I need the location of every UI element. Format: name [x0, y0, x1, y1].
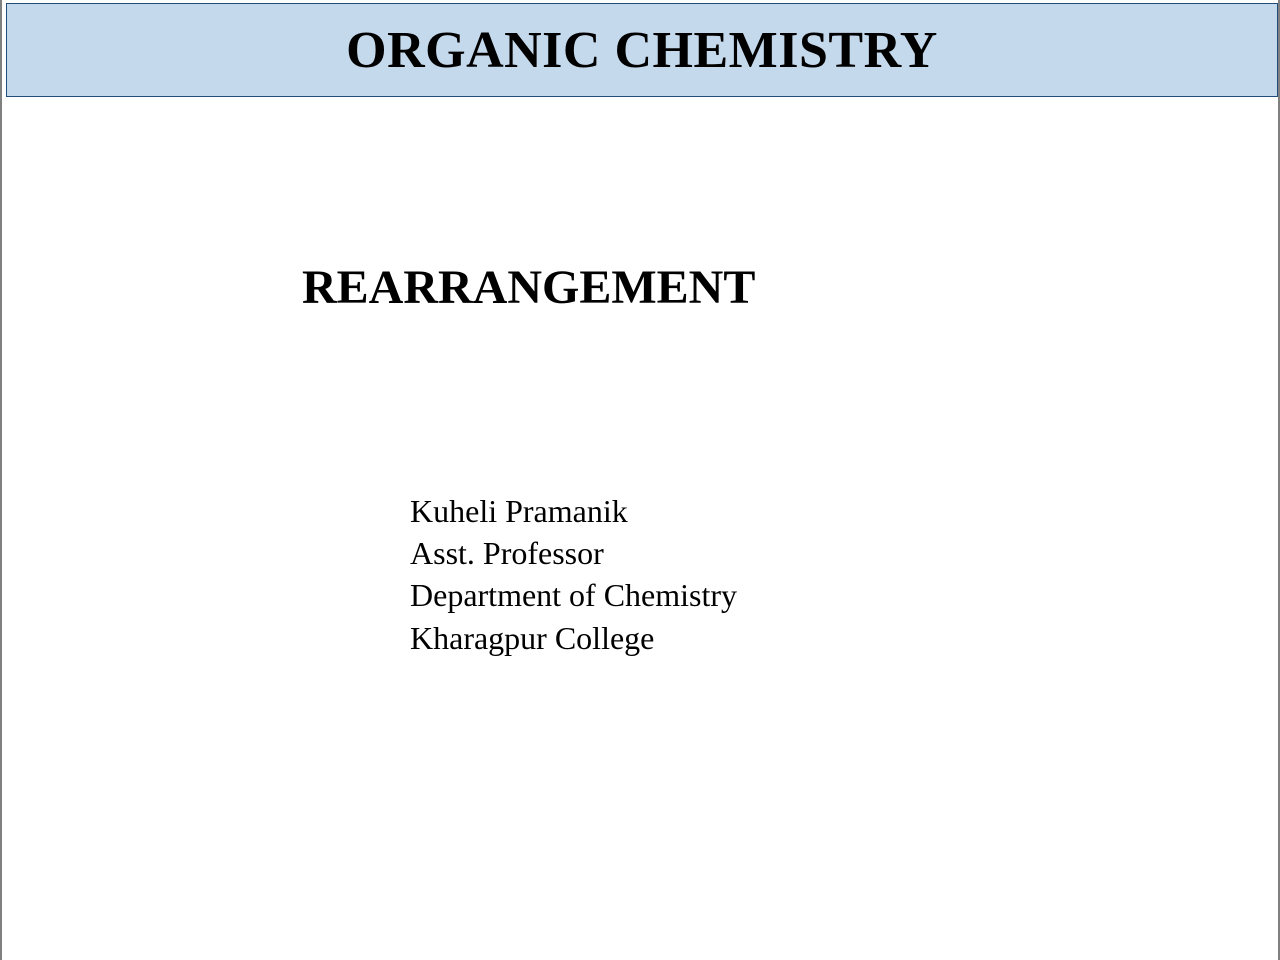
author-institution: Kharagpur College	[410, 617, 737, 659]
author-position: Asst. Professor	[410, 532, 737, 574]
author-name: Kuheli Pramanik	[410, 490, 737, 532]
header-title: ORGANIC CHEMISTRY	[346, 21, 938, 80]
header-banner: ORGANIC CHEMISTRY	[6, 3, 1278, 97]
author-department: Department of Chemistry	[410, 574, 737, 616]
slide-container: ORGANIC CHEMISTRY REARRANGEMENT Kuheli P…	[0, 0, 1280, 960]
author-block: Kuheli Pramanik Asst. Professor Departme…	[410, 490, 737, 659]
main-title: REARRANGEMENT	[302, 260, 755, 315]
